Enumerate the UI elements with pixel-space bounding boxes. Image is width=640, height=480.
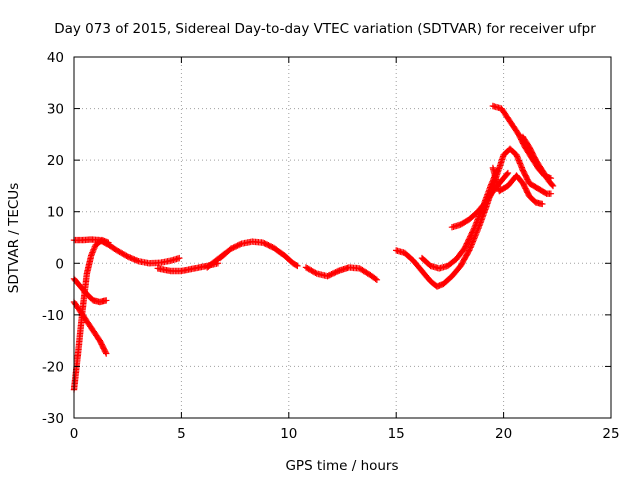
series-arc-7 bbox=[216, 238, 301, 270]
data-point bbox=[465, 248, 472, 255]
data-point bbox=[503, 170, 511, 178]
series-arc-4 bbox=[70, 236, 112, 393]
series-arc-8 bbox=[302, 264, 381, 283]
data-point bbox=[513, 153, 521, 160]
y-tick-label: 40 bbox=[47, 50, 64, 66]
data-point bbox=[312, 269, 319, 276]
data-point bbox=[372, 275, 379, 283]
data-point bbox=[466, 245, 473, 253]
data-point bbox=[373, 276, 381, 283]
y-tick-label: -20 bbox=[42, 359, 64, 375]
y-axis-label: SDTVAR / TECUs bbox=[6, 183, 22, 293]
data-point bbox=[467, 233, 474, 240]
data-point bbox=[465, 237, 472, 245]
x-tick-label: 15 bbox=[388, 426, 405, 442]
data-point bbox=[515, 157, 522, 164]
data-point bbox=[470, 225, 478, 232]
x-tick-label: 25 bbox=[602, 426, 619, 442]
data-point bbox=[293, 262, 300, 269]
data-point bbox=[103, 350, 110, 357]
y-tick-label: -10 bbox=[42, 308, 64, 324]
data-point bbox=[549, 182, 557, 190]
series-arc-1 bbox=[70, 236, 183, 267]
grid bbox=[74, 57, 611, 418]
data-point bbox=[548, 181, 556, 189]
chart-title: Day 073 of 2015, Sidereal Day-to-day VTE… bbox=[54, 21, 596, 37]
data-point bbox=[105, 239, 112, 246]
series-arc-10 bbox=[418, 167, 501, 272]
data-point bbox=[102, 349, 109, 356]
x-tick-label: 0 bbox=[70, 426, 79, 442]
data-point bbox=[504, 169, 512, 177]
x-tick-label: 5 bbox=[177, 426, 186, 442]
x-tick-label: 20 bbox=[495, 426, 512, 442]
y-tick-label: 20 bbox=[47, 153, 64, 169]
y-tick-label: -30 bbox=[42, 411, 64, 427]
x-axis-label: GPS time / hours bbox=[285, 458, 398, 474]
series-arc-11 bbox=[448, 169, 512, 231]
data-point bbox=[176, 254, 183, 262]
x-tick-label: 10 bbox=[280, 426, 297, 442]
data-point bbox=[547, 190, 555, 197]
data-point bbox=[465, 236, 473, 243]
data-points bbox=[70, 102, 557, 393]
data-point bbox=[517, 161, 524, 168]
y-tick-label: 10 bbox=[47, 205, 64, 221]
series-arc-14 bbox=[519, 133, 557, 190]
data-point bbox=[461, 244, 469, 251]
data-point bbox=[103, 297, 110, 304]
data-point bbox=[90, 246, 97, 253]
y-tick-label: 0 bbox=[55, 256, 64, 272]
axis-ticks: 0 5 10 15 20 25 -30 -20 -10 0 10 20 30 40 bbox=[42, 50, 620, 442]
y-tick-label: 30 bbox=[47, 102, 64, 118]
data-point bbox=[475, 214, 482, 222]
data-point bbox=[539, 200, 546, 208]
data-point bbox=[88, 252, 95, 259]
plot-frame bbox=[73, 56, 612, 419]
data-point bbox=[462, 243, 469, 250]
series-arc-12 bbox=[489, 164, 546, 208]
data-point bbox=[294, 262, 301, 270]
series-arc-2 bbox=[70, 275, 110, 306]
